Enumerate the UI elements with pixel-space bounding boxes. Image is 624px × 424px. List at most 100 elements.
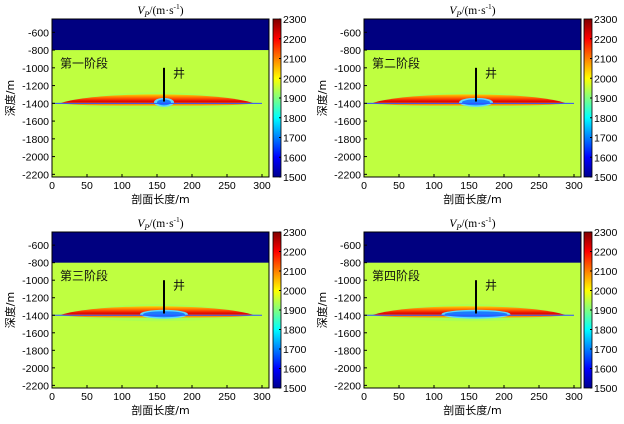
y-tick-label: -1800 [22,134,49,146]
y-tick-label: -1800 [334,345,361,357]
y-tick-label: -1000 [22,63,49,75]
y-tick-label: -1800 [334,134,361,146]
colorbar-tick-label: 1800 [594,113,618,125]
stage-label: 第一阶段 [60,55,108,70]
y-tick-label: -1000 [334,63,361,75]
x-axis-label: 剖面长度/m [443,403,501,417]
y-tick-label: -1600 [22,116,49,128]
y-tick-label: -1600 [334,116,361,128]
y-axis-label: 深度/m [315,80,329,116]
colorbar-tick-label: 1700 [283,344,307,356]
well-label: 井 [485,66,497,80]
chart-title: VP/(m·s-1) [137,215,183,232]
well-label: 井 [173,279,185,293]
y-tick-label: -2000 [334,363,361,375]
colorbar-tick-label: 1900 [594,93,618,105]
x-tick-label: 150 [148,391,166,403]
colorbar-tick-label: 2100 [283,54,307,66]
stage-label: 第四阶段 [372,268,420,283]
y-tick-label: -600 [28,27,49,39]
colorbar-tick-label: 1500 [283,383,307,395]
chart-title: VP/(m·s-1) [449,2,495,19]
y-tick-label: -2200 [334,380,361,392]
y-tick-label: -1400 [22,310,49,322]
colorbar-tick-label: 1800 [283,113,307,125]
x-tick-label: 100 [425,391,443,403]
x-tick-label: 250 [530,391,548,403]
colorbar-tick-label: 1600 [594,152,618,164]
colorbar-tick-label: 2200 [283,34,307,46]
x-tick-label: 0 [49,180,55,192]
colorbar-tick-label: 2000 [594,73,618,85]
y-tick-label: -600 [340,27,361,39]
colorbar-tick-label: 1500 [594,172,618,184]
x-tick-label: 0 [361,180,367,192]
x-tick-label: 200 [183,180,201,192]
colorbar-tick-label: 1600 [283,152,307,164]
colorbar-tick-label: 1800 [283,325,307,337]
stage-label: 第二阶段 [372,55,420,70]
x-tick-label: 100 [113,391,131,403]
x-tick-label: 100 [425,180,443,192]
colorbar-tick-label: 2200 [594,34,618,46]
x-tick-label: 300 [565,180,583,192]
x-tick-label: 300 [253,391,271,403]
colorbar-tick-label: 2100 [594,266,618,278]
colorbar-tick-label: 2300 [594,227,618,239]
x-tick-label: 50 [81,180,93,192]
y-tick-label: -600 [28,240,49,252]
x-tick-label: 150 [148,180,166,192]
y-tick-label: -2000 [22,363,49,375]
x-tick-label: 200 [183,391,201,403]
x-tick-label: 0 [361,391,367,403]
colorbar-tick-label: 1600 [594,364,618,376]
colorbar-tick-label: 2300 [283,227,307,239]
x-tick-label: 200 [495,391,513,403]
velocity-panel-3: 0 50 100 150 200 250 300 -600 -800 -1000 -1200 -140… [3,215,307,417]
y-tick-label: -1800 [22,345,49,357]
plot-area [364,19,581,177]
x-tick-label: 250 [218,180,236,192]
y-tick-label: -800 [28,258,49,270]
well-label: 井 [173,66,185,80]
x-tick-label: 200 [495,180,513,192]
y-tick-label: -1600 [22,328,49,340]
colorbar-tick-label: 1500 [283,172,307,184]
colorbar-tick-label: 1700 [283,133,307,145]
plot-area [52,232,269,388]
x-tick-label: 50 [81,391,93,403]
colorbar-tick-label: 2300 [594,14,618,26]
y-tick-label: -1200 [334,81,361,93]
x-axis-label: 剖面长度/m [443,192,501,206]
overburden-layer [52,232,269,263]
x-axis-label: 剖面长度/m [131,192,189,206]
colorbar-tick-label: 2000 [594,286,618,298]
y-tick-label: -600 [340,240,361,252]
y-tick-label: -2200 [22,169,49,181]
colorbar-tick-label: 1500 [594,383,618,395]
y-tick-label: -800 [340,45,361,57]
well-label: 井 [485,279,497,293]
y-tick-label: -1400 [22,98,49,110]
y-axis-label: 深度/m [315,292,329,328]
y-tick-label: -800 [28,45,49,57]
overburden-layer [52,19,269,51]
colorbar-tick-label: 2000 [283,73,307,85]
x-tick-label: 250 [218,391,236,403]
colorbar-tick-label: 2300 [283,14,307,26]
plot-area [52,19,269,177]
plot-frame [51,231,270,389]
y-tick-label: -2200 [334,169,361,181]
y-tick-label: -1400 [334,310,361,322]
velocity-panel-1: 0 50 100 150 200 250 300 -600 -800 -1000 -1200 -140… [3,2,307,206]
y-axis-label: 深度/m [3,80,17,116]
x-tick-label: 50 [393,391,405,403]
y-tick-label: -2200 [22,380,49,392]
overburden-layer [364,19,581,51]
y-tick-label: -1200 [22,293,49,305]
velocity-panel-4: 0 50 100 150 200 250 300 -600 -800 -1000 -1200 -140… [315,215,618,417]
x-tick-label: 0 [49,391,55,403]
y-axis-label: 深度/m [3,292,17,328]
chart-title: VP/(m·s-1) [137,2,183,19]
